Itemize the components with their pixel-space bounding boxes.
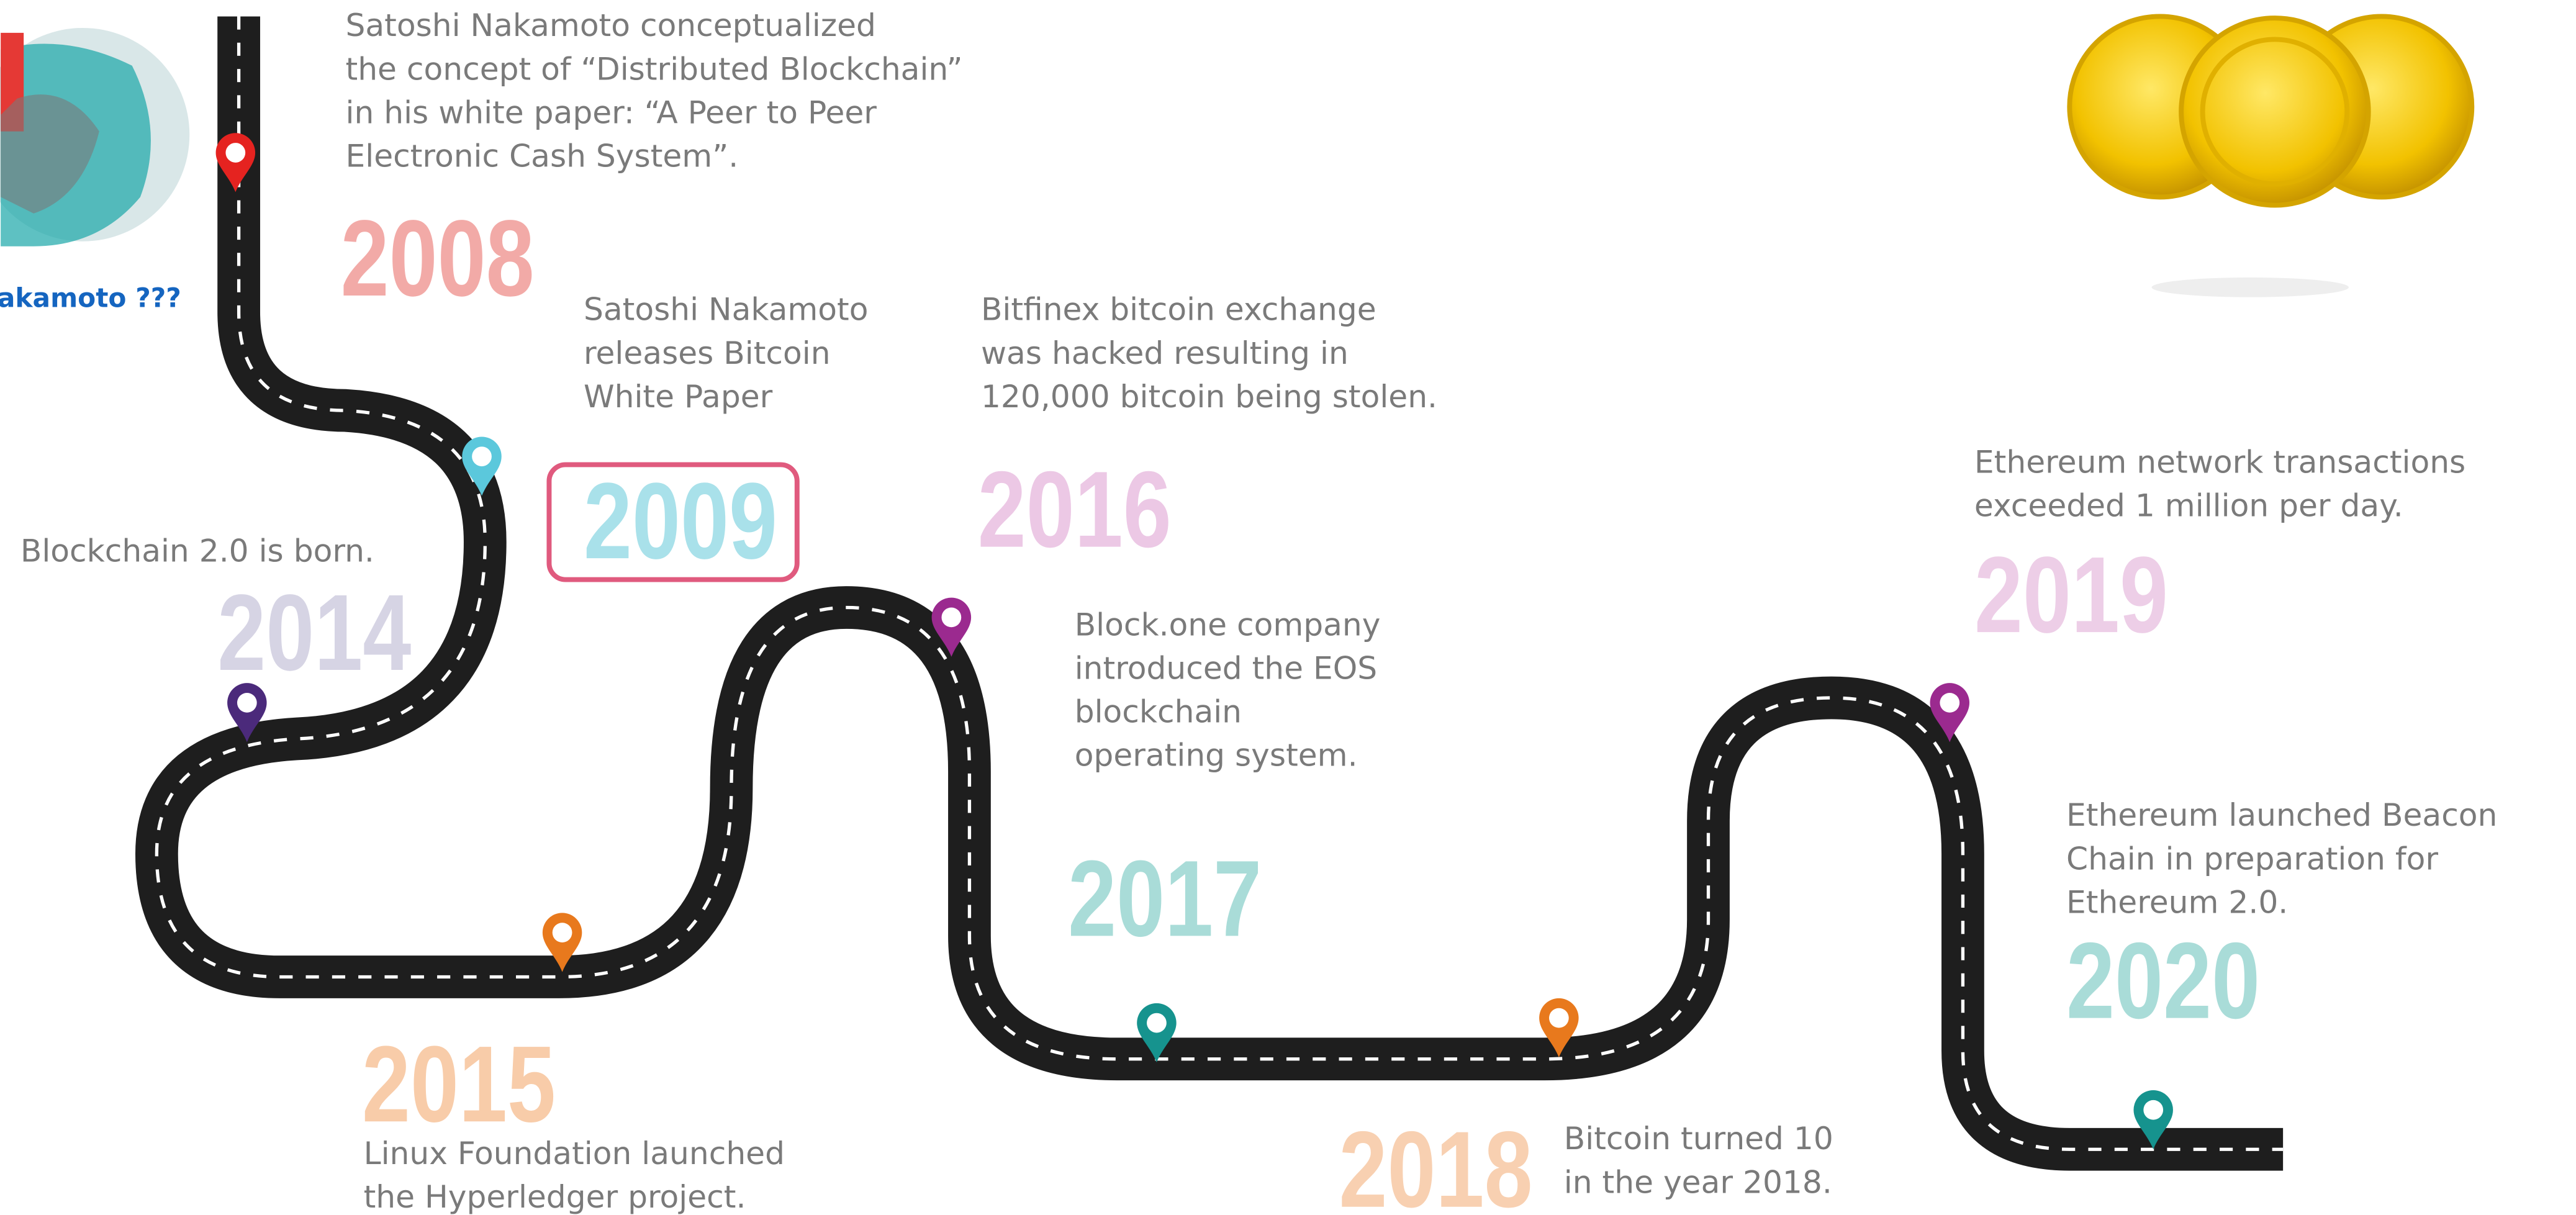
event-year: 2019 [1974,534,2168,655]
pin-hole [1147,1013,1167,1033]
pin-hole [237,693,257,713]
event-text: Linux Foundation launched [364,1135,785,1172]
event-text: Ethereum launched Beacon [2066,797,2497,833]
event-text: releases Bitcoin [584,335,831,371]
portrait [0,28,190,246]
pin-shape [931,597,972,657]
portrait-caption: akamoto ??? [0,283,181,314]
event-year: 2009 [584,460,777,581]
event-text: Chain in preparation for [2066,840,2438,877]
pin-hole [1940,693,1960,713]
event-text: Block.one company [1075,606,1381,643]
event-year: 2017 [1068,838,1262,959]
event-text: Bitcoin turned 10 [1564,1120,1833,1157]
pin [542,913,582,972]
pin [462,436,502,496]
pin [2133,1090,2173,1150]
pin-hole [2143,1100,2164,1120]
event-year: 2008 [341,197,535,318]
event-text: Blockchain 2.0 is born. [20,532,374,569]
event-year: 2014 [217,572,411,693]
pin-hole [1548,1008,1569,1028]
event-text: Bitfinex bitcoin exchange [981,291,1376,328]
event-text: Ethereum 2.0. [2066,883,2288,920]
event-text: the Hyperledger project. [364,1178,746,1215]
pin [1930,683,1970,743]
pin-hole [552,923,572,942]
road [135,16,2284,1171]
pin [1539,998,1579,1058]
event-year: 2020 [2066,920,2260,1041]
pin [1137,1003,1177,1063]
event-text: in his white paper: “A Peer to Peer [346,94,877,130]
pin-hole [225,143,246,163]
event-text: Satoshi Nakamoto [584,291,868,328]
pin-shape [215,133,256,192]
highlight-box [546,462,800,582]
event-year: 2018 [1339,1109,1532,1215]
pin-shape [2133,1090,2173,1150]
event-text: Electronic Cash System”. [346,137,739,174]
pin-shape [1539,998,1579,1058]
pin-hole [472,446,492,467]
event-text: Satoshi Nakamoto conceptualized [346,7,876,43]
pin-shape [227,683,267,743]
pin-shape [1137,1003,1177,1063]
event-text: introduced the EOS [1075,650,1377,687]
event-text: White Paper [584,378,773,415]
event-text: in the year 2018. [1564,1163,1832,1200]
event-text: the concept of “Distributed Blockchain” [346,50,963,87]
event-text: 120,000 bitcoin being stolen. [981,378,1437,415]
pin-shape [1930,683,1970,743]
pin [931,597,972,657]
event-text: blockchain [1075,693,1242,730]
event-text: exceeded 1 million per day. [1974,487,2403,524]
pin [215,133,256,192]
pin-shape [542,913,582,972]
event-year: 2016 [978,449,1172,570]
pin [227,683,267,743]
coins [2067,14,2475,297]
event-text: Ethereum network transactions [1974,444,2465,481]
event-year: 2015 [362,1023,556,1144]
event-text: operating system. [1075,737,1358,774]
event-text: was hacked resulting in [981,335,1349,371]
pin-hole [941,607,962,628]
